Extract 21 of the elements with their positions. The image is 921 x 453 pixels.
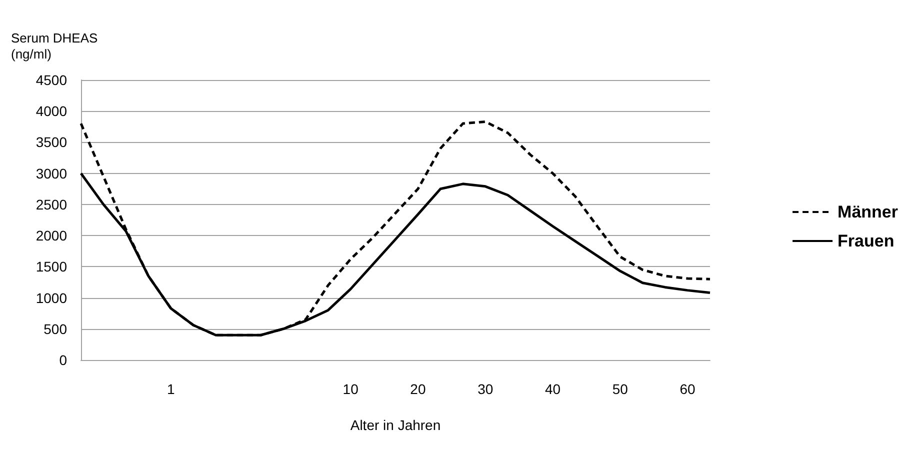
x-tick-label: 40 [544, 381, 561, 397]
y-tick-label: 4000 [36, 103, 68, 120]
y-tick-label: 4500 [36, 72, 68, 88]
x-tick-label: 10 [342, 381, 359, 397]
y-tick-label: 2500 [36, 196, 68, 212]
legend-label: Männer [838, 202, 898, 222]
x-tick-label: 60 [680, 381, 696, 397]
x-tick-label: 30 [478, 381, 494, 397]
y-tick-label: 0 [59, 352, 68, 368]
x-axis-title: Alter in Jahren [350, 417, 441, 433]
y-tick-label: 3000 [36, 165, 68, 182]
x-tick-label: 50 [612, 381, 628, 397]
y-tick-label: 1500 [36, 258, 68, 275]
y-tick-label: 500 [44, 320, 68, 337]
y-tick-label: 3500 [36, 134, 68, 150]
legend-label: Frauen [838, 232, 894, 250]
y-tick-label: 2000 [36, 228, 68, 244]
x-tick-label: 1 [166, 381, 175, 397]
x-tick-label: 20 [410, 381, 426, 397]
y-axis-title: Serum DHEAS (ng/ml) [11, 30, 98, 62]
y-tick-label: 1000 [36, 290, 68, 306]
